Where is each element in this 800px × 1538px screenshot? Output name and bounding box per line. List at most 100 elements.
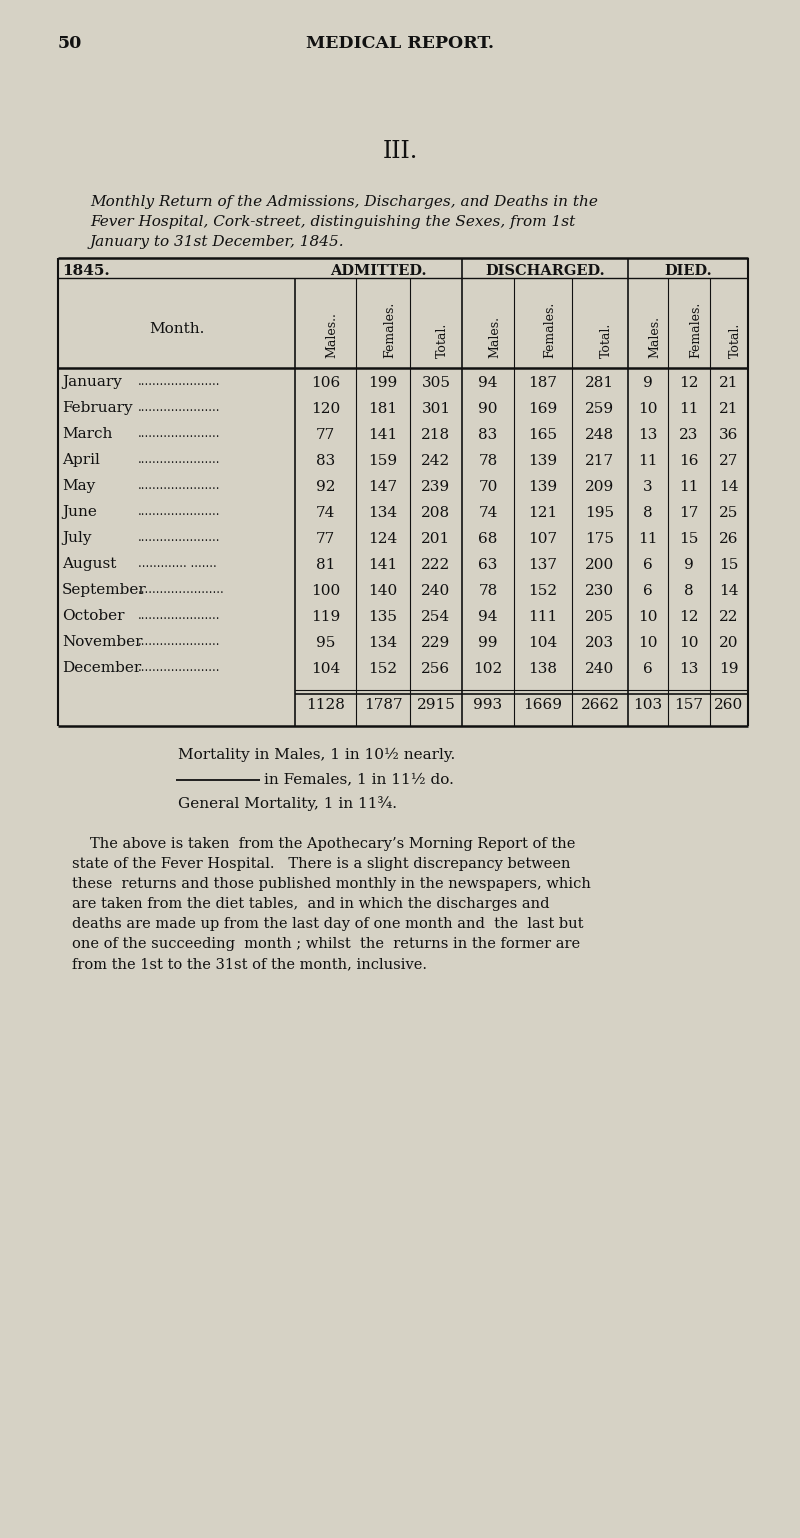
Text: 242: 242 bbox=[422, 454, 450, 468]
Text: 10: 10 bbox=[638, 611, 658, 624]
Text: 993: 993 bbox=[474, 698, 502, 712]
Text: 159: 159 bbox=[369, 454, 398, 468]
Text: 119: 119 bbox=[311, 611, 340, 624]
Text: one of the succeeding  month ; whilst  the  returns in the former are: one of the succeeding month ; whilst the… bbox=[72, 937, 580, 950]
Text: 124: 124 bbox=[368, 532, 398, 546]
Text: 254: 254 bbox=[422, 611, 450, 624]
Text: 12: 12 bbox=[679, 611, 698, 624]
Text: 6: 6 bbox=[643, 584, 653, 598]
Text: ......................: ...................... bbox=[138, 531, 221, 544]
Text: 140: 140 bbox=[368, 584, 398, 598]
Text: The above is taken  from the Apothecary’s Morning Report of the: The above is taken from the Apothecary’s… bbox=[90, 837, 575, 851]
Text: 90: 90 bbox=[478, 401, 498, 415]
Text: 201: 201 bbox=[422, 532, 450, 546]
Text: 139: 139 bbox=[529, 480, 558, 494]
Text: Month.: Month. bbox=[149, 321, 204, 335]
Text: 240: 240 bbox=[422, 584, 450, 598]
Text: Males..: Males.. bbox=[326, 312, 338, 358]
Text: 19: 19 bbox=[719, 661, 738, 677]
Text: 26: 26 bbox=[719, 532, 738, 546]
Text: 3: 3 bbox=[643, 480, 653, 494]
Text: 240: 240 bbox=[586, 661, 614, 677]
Text: 77: 77 bbox=[316, 428, 335, 441]
Text: 10: 10 bbox=[638, 637, 658, 651]
Text: III.: III. bbox=[382, 140, 418, 163]
Text: 106: 106 bbox=[311, 375, 340, 391]
Text: 11: 11 bbox=[679, 401, 698, 415]
Text: 203: 203 bbox=[586, 637, 614, 651]
Text: 92: 92 bbox=[316, 480, 335, 494]
Text: 74: 74 bbox=[478, 506, 498, 520]
Text: 104: 104 bbox=[311, 661, 340, 677]
Text: 17: 17 bbox=[679, 506, 698, 520]
Text: 10: 10 bbox=[679, 637, 698, 651]
Text: 134: 134 bbox=[369, 637, 398, 651]
Text: 21: 21 bbox=[719, 375, 738, 391]
Text: 135: 135 bbox=[369, 611, 398, 624]
Text: 16: 16 bbox=[679, 454, 698, 468]
Text: May: May bbox=[62, 478, 95, 494]
Text: Females.: Females. bbox=[689, 301, 702, 358]
Text: 11: 11 bbox=[638, 454, 658, 468]
Text: 152: 152 bbox=[529, 584, 558, 598]
Text: 141: 141 bbox=[368, 428, 398, 441]
Text: Fever Hospital, Cork-street, distinguishing the Sexes, from 1st: Fever Hospital, Cork-street, distinguish… bbox=[90, 215, 575, 229]
Text: 229: 229 bbox=[422, 637, 450, 651]
Text: 120: 120 bbox=[311, 401, 340, 415]
Text: 95: 95 bbox=[316, 637, 335, 651]
Text: General Mortality, 1 in 11¾.: General Mortality, 1 in 11¾. bbox=[178, 797, 397, 811]
Text: 165: 165 bbox=[529, 428, 558, 441]
Text: MEDICAL REPORT.: MEDICAL REPORT. bbox=[306, 35, 494, 52]
Text: 9: 9 bbox=[643, 375, 653, 391]
Text: 205: 205 bbox=[586, 611, 614, 624]
Text: ......................: ...................... bbox=[138, 454, 221, 466]
Text: 134: 134 bbox=[369, 506, 398, 520]
Text: June: June bbox=[62, 504, 97, 518]
Text: 218: 218 bbox=[422, 428, 450, 441]
Text: 22: 22 bbox=[719, 611, 738, 624]
Text: 21: 21 bbox=[719, 401, 738, 415]
Text: these  returns and those published monthly in the newspapers, which: these returns and those published monthl… bbox=[72, 877, 591, 891]
Text: state of the Fever Hospital.   There is a slight discrepancy between: state of the Fever Hospital. There is a … bbox=[72, 857, 570, 871]
Text: April: April bbox=[62, 454, 100, 468]
Text: in Females, 1 in 11½ do.: in Females, 1 in 11½ do. bbox=[264, 772, 454, 786]
Text: 138: 138 bbox=[529, 661, 558, 677]
Text: 25: 25 bbox=[719, 506, 738, 520]
Text: 11: 11 bbox=[679, 480, 698, 494]
Text: 14: 14 bbox=[719, 584, 738, 598]
Text: July: July bbox=[62, 531, 91, 544]
Text: 209: 209 bbox=[586, 480, 614, 494]
Text: 175: 175 bbox=[586, 532, 614, 546]
Text: ......................: ...................... bbox=[138, 661, 221, 674]
Text: 195: 195 bbox=[586, 506, 614, 520]
Text: ............. .......: ............. ....... bbox=[138, 557, 217, 571]
Text: ......................: ...................... bbox=[138, 478, 221, 492]
Text: DIED.: DIED. bbox=[664, 265, 712, 278]
Text: 217: 217 bbox=[586, 454, 614, 468]
Text: 301: 301 bbox=[422, 401, 450, 415]
Text: 70: 70 bbox=[478, 480, 498, 494]
Text: Monthly Return of the Admissions, Discharges, and Deaths in the: Monthly Return of the Admissions, Discha… bbox=[90, 195, 598, 209]
Text: 15: 15 bbox=[679, 532, 698, 546]
Text: 200: 200 bbox=[586, 558, 614, 572]
Text: 94: 94 bbox=[478, 611, 498, 624]
Text: August: August bbox=[62, 557, 116, 571]
Text: 8: 8 bbox=[684, 584, 694, 598]
Text: 2662: 2662 bbox=[581, 698, 619, 712]
Text: 14: 14 bbox=[719, 480, 738, 494]
Text: Total.: Total. bbox=[729, 323, 742, 358]
Text: Mortality in Males, 1 in 10½ nearly.: Mortality in Males, 1 in 10½ nearly. bbox=[178, 747, 455, 763]
Text: December: December bbox=[62, 661, 142, 675]
Text: 187: 187 bbox=[529, 375, 558, 391]
Text: 199: 199 bbox=[368, 375, 398, 391]
Text: 305: 305 bbox=[422, 375, 450, 391]
Text: 6: 6 bbox=[643, 558, 653, 572]
Text: 139: 139 bbox=[529, 454, 558, 468]
Text: 83: 83 bbox=[478, 428, 498, 441]
Text: 169: 169 bbox=[528, 401, 558, 415]
Text: 50: 50 bbox=[58, 35, 82, 52]
Text: 107: 107 bbox=[529, 532, 558, 546]
Text: ADMITTED.: ADMITTED. bbox=[330, 265, 426, 278]
Text: from the 1st to the 31st of the month, inclusive.: from the 1st to the 31st of the month, i… bbox=[72, 957, 427, 970]
Text: 1787: 1787 bbox=[364, 698, 402, 712]
